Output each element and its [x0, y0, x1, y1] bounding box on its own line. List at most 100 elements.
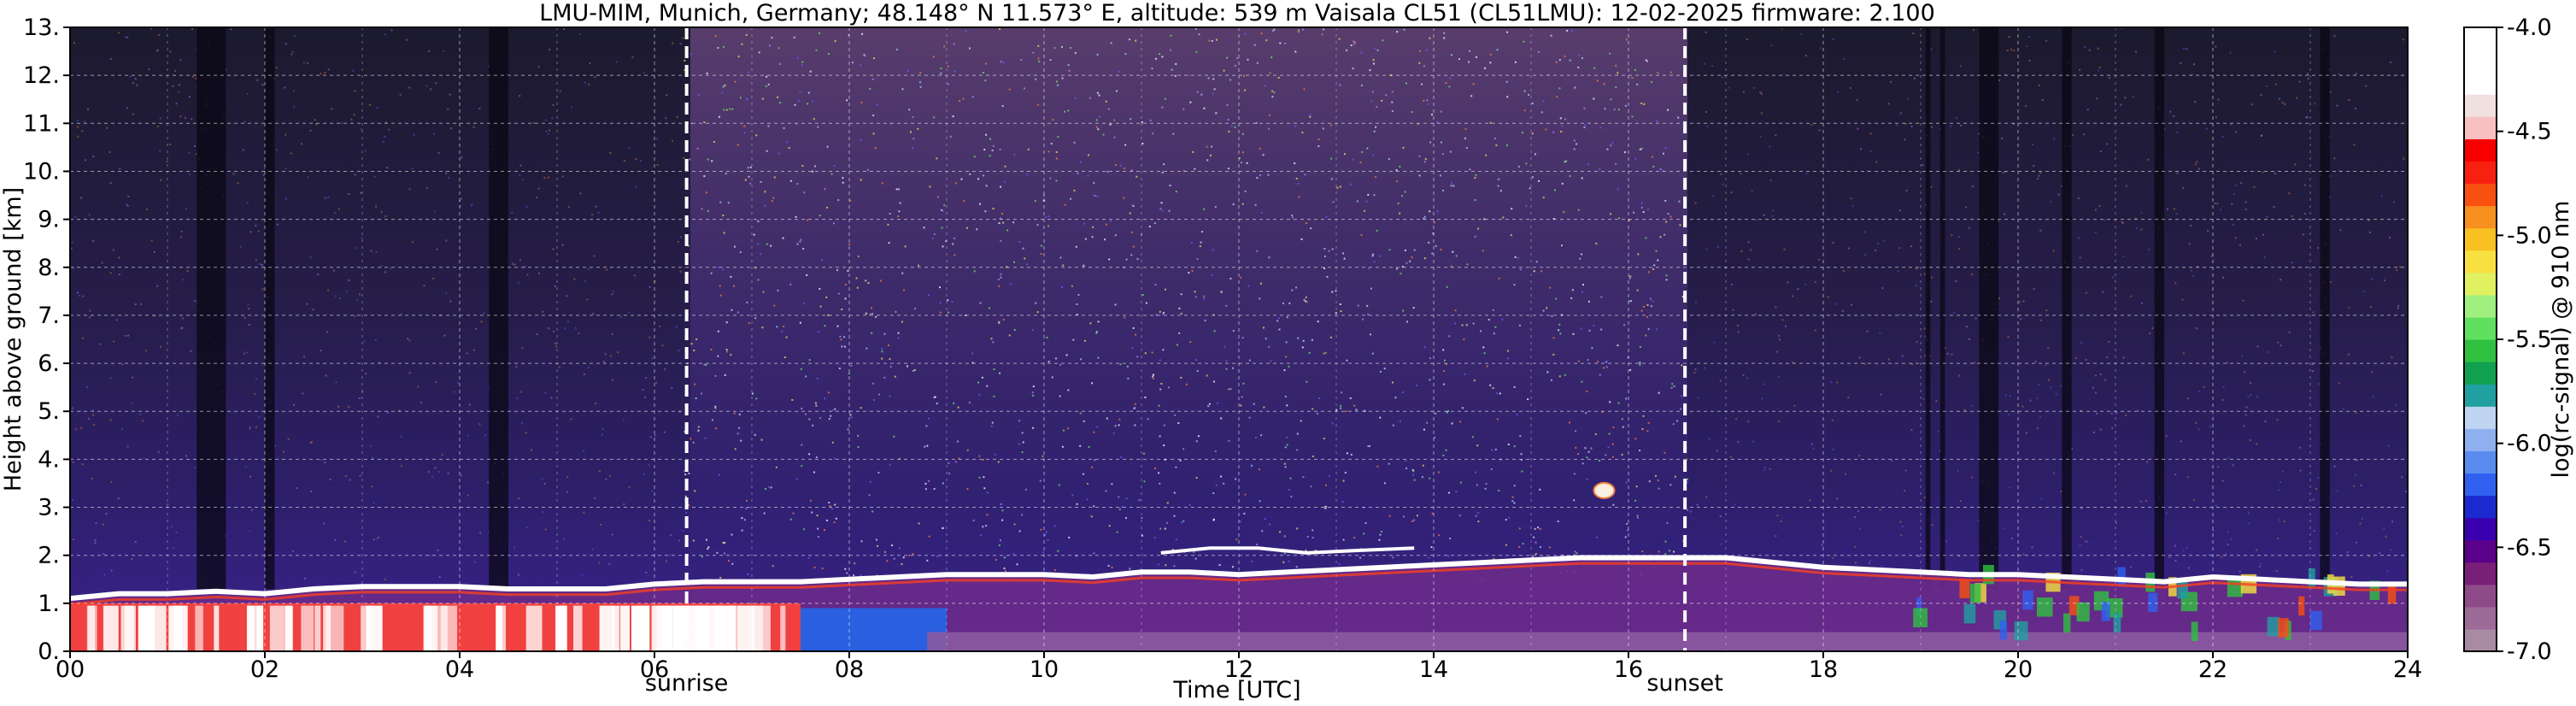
- noise-dot: [1514, 256, 1517, 258]
- noise-dot: [2230, 123, 2233, 126]
- noise-dot: [740, 439, 742, 442]
- noise-dot: [2298, 80, 2301, 83]
- noise-dot: [1166, 521, 1169, 524]
- noise-dot: [672, 42, 674, 44]
- noise-dot: [2281, 102, 2284, 104]
- noise-dot: [1561, 182, 1564, 185]
- noise-dot: [1264, 518, 1266, 521]
- noise-dot: [692, 441, 695, 444]
- noise-dot: [2048, 379, 2051, 381]
- noise-dot: [1521, 470, 1523, 473]
- noise-dot: [263, 168, 266, 170]
- noise-dot: [361, 391, 364, 393]
- noise-dot: [1074, 52, 1077, 54]
- near-ground-streak: [728, 605, 736, 651]
- noise-dot: [1711, 195, 1714, 197]
- noise-dot: [1805, 173, 1808, 174]
- noise-dot: [776, 326, 778, 328]
- noise-dot: [688, 472, 690, 474]
- noise-dot: [1746, 153, 1749, 156]
- noise-dot: [1288, 302, 1291, 304]
- noise-dot: [86, 386, 88, 388]
- noise-dot: [74, 428, 77, 431]
- noise-dot: [825, 296, 828, 298]
- noise-dot: [1595, 242, 1598, 244]
- noise-dot: [1294, 50, 1297, 53]
- noise-dot: [2173, 208, 2175, 210]
- noise-dot: [1343, 257, 1346, 260]
- noise-dot: [1134, 403, 1136, 405]
- noise-dot: [893, 557, 895, 560]
- noise-dot: [1963, 409, 1966, 411]
- noise-dot: [1485, 154, 1488, 156]
- noise-dot: [554, 342, 556, 344]
- noise-dot: [2038, 84, 2040, 86]
- noise-dot: [860, 101, 863, 103]
- noise-dot: [400, 435, 402, 438]
- noise-dot: [1331, 422, 1334, 425]
- noise-dot: [1105, 100, 1107, 103]
- noise-dot: [1038, 60, 1041, 62]
- noise-dot: [1112, 432, 1115, 434]
- noise-dot: [801, 61, 804, 63]
- noise-dot: [1057, 550, 1059, 552]
- near-ground-streak: [423, 605, 431, 651]
- noise-dot: [1268, 345, 1270, 348]
- noise-dot: [301, 143, 302, 145]
- noise-dot: [1629, 368, 1632, 371]
- noise-dot: [1244, 190, 1247, 192]
- noise-dot: [81, 337, 84, 339]
- noise-dot: [185, 116, 187, 119]
- noise-dot: [1600, 296, 1603, 298]
- noise-dot: [1593, 97, 1595, 100]
- noise-dot: [850, 364, 853, 367]
- noise-dot: [1618, 217, 1621, 220]
- noise-dot: [754, 433, 756, 436]
- noise-dot: [1742, 91, 1745, 93]
- noise-dot: [1650, 305, 1652, 308]
- noise-dot: [777, 47, 780, 50]
- noise-dot: [1957, 469, 1959, 472]
- noise-dot: [688, 504, 690, 507]
- noise-dot: [871, 307, 872, 309]
- noise-dot: [2278, 519, 2280, 521]
- noise-dot: [655, 381, 658, 384]
- noise-dot: [1570, 297, 1573, 299]
- noise-dot: [2277, 341, 2280, 344]
- noise-dot: [1376, 465, 1379, 468]
- noise-dot: [1148, 226, 1151, 228]
- noise-dot: [1260, 32, 1263, 35]
- noise-dot: [835, 517, 837, 520]
- noise-dot: [1496, 392, 1499, 395]
- noise-dot: [329, 479, 332, 480]
- noise-dot: [1657, 259, 1659, 262]
- noise-dot: [1153, 374, 1154, 376]
- noise-dot: [188, 151, 191, 154]
- noise-dot: [1642, 415, 1645, 417]
- noise-dot: [81, 463, 84, 466]
- noise-dot: [1879, 332, 1881, 334]
- colorbar-swatch: [2464, 450, 2497, 474]
- noise-dot: [994, 453, 996, 456]
- noise-dot: [2140, 302, 2143, 304]
- noise-dot: [1561, 125, 1564, 127]
- colorbar-swatch: [2464, 183, 2497, 207]
- noise-dot: [1540, 270, 1543, 273]
- noise-dot: [722, 85, 725, 88]
- noise-dot: [2174, 544, 2176, 547]
- noise-dot: [1153, 537, 1156, 538]
- noise-dot: [952, 115, 954, 118]
- noise-dot: [1323, 352, 1325, 355]
- noise-dot: [1958, 247, 1961, 250]
- noise-dot: [2231, 203, 2233, 205]
- noise-dot: [449, 93, 451, 96]
- noise-dot: [373, 538, 375, 541]
- noise-dot: [1013, 329, 1016, 331]
- noise-dot: [106, 126, 109, 129]
- noise-dot: [1951, 353, 1953, 356]
- noise-dot: [1073, 189, 1076, 191]
- dark-column: [265, 27, 275, 589]
- noise-dot: [1455, 255, 1458, 257]
- noise-dot: [2080, 507, 2083, 509]
- noise-dot: [1185, 383, 1188, 385]
